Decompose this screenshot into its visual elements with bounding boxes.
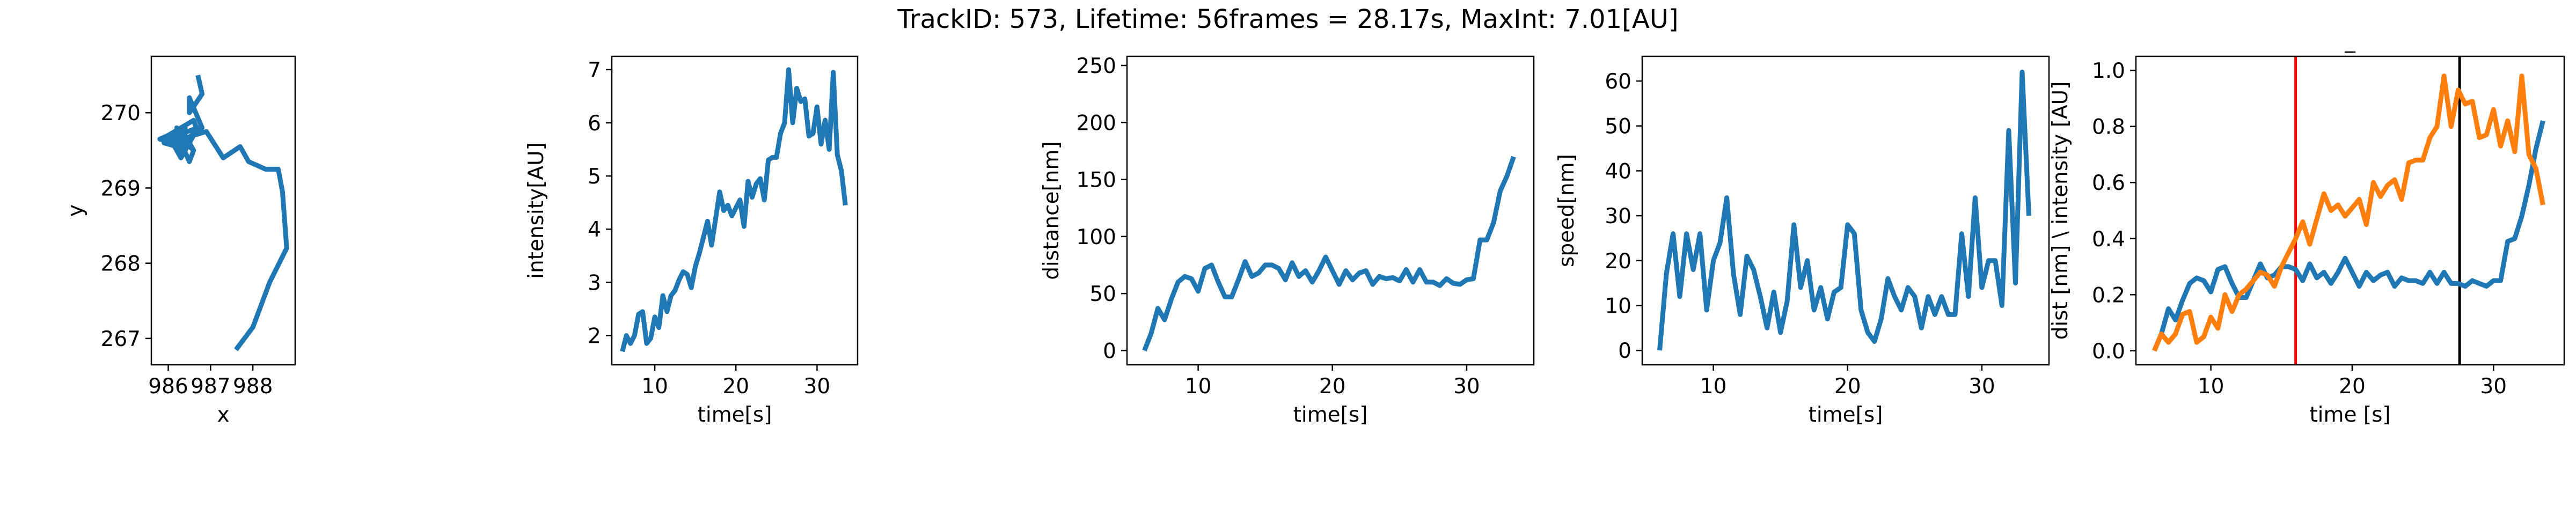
y-tick-label: 50 <box>1089 282 1116 306</box>
axes-frame <box>1126 55 1535 366</box>
y-tick-label: 268 <box>101 252 141 276</box>
y-tick-label: 200 <box>1077 111 1116 135</box>
chart-panel-1: 986 987 988 267 268 269 270 x y <box>64 55 296 427</box>
y-tick-label: 100 <box>1077 225 1116 249</box>
y-tick-label: 0.0 <box>2092 340 2125 364</box>
x-axis-label: time[s] <box>698 403 772 427</box>
y-tick-label: 150 <box>1077 168 1116 193</box>
y-tick-label: 60 <box>1605 70 1631 94</box>
series-line-1 <box>1142 156 1516 352</box>
y-tick-label: 30 <box>1605 204 1631 229</box>
axes-frame <box>2135 55 2565 366</box>
y-axis-label: dist [nm] \ intensity [AU] <box>2048 82 2073 340</box>
x-tick-label: 30 <box>1968 374 1995 399</box>
y-tick-label: 267 <box>101 327 141 351</box>
panel-title: _ <box>2344 29 2355 53</box>
axes-frame <box>611 55 859 366</box>
x-axis-label: time[s] <box>1293 403 1368 427</box>
x-axis-label: time [s] <box>2309 403 2390 427</box>
x-tick-label: 20 <box>722 374 749 399</box>
y-tick-label: 20 <box>1605 249 1631 274</box>
x-tick-label: 10 <box>1185 374 1212 399</box>
y-tick-label: 0.6 <box>2092 171 2125 195</box>
series-line-1 <box>1657 69 2031 351</box>
y-tick-label: 10 <box>1605 295 1631 319</box>
chart-panel-2: 10 20 30 2 3 4 5 6 7 time[s] intensity[AU] <box>524 55 859 427</box>
series-line-1 <box>2152 120 2545 352</box>
y-tick-label: 2 <box>588 324 601 348</box>
y-tick-label: 0.2 <box>2092 283 2125 307</box>
series-line-1 <box>157 75 289 351</box>
x-tick-label: 10 <box>1700 374 1727 399</box>
y-tick-label: 4 <box>588 218 601 242</box>
x-tick-label: 30 <box>1453 374 1480 399</box>
chart-panel-5: 10 20 30 0.0 0.2 0.4 0.6 0.8 1.0 time [s] dist [nm… <box>2048 29 2565 427</box>
y-tick-label: 50 <box>1605 115 1631 139</box>
y-tick-label: 3 <box>588 271 601 295</box>
x-axis-label: x <box>217 403 229 427</box>
y-tick-label: 0.4 <box>2092 227 2125 252</box>
y-tick-label: 1.0 <box>2092 59 2125 83</box>
y-tick-label: 0 <box>1103 339 1116 363</box>
y-tick-label: 5 <box>588 165 601 189</box>
y-tick-label: 250 <box>1077 54 1116 78</box>
y-tick-label: 7 <box>588 58 601 83</box>
y-tick-label: 6 <box>588 112 601 136</box>
x-tick-label: 10 <box>641 374 668 399</box>
x-tick-label: 30 <box>804 374 831 399</box>
y-tick-label: 0.8 <box>2092 115 2125 139</box>
y-axis-label: speed[nm] <box>1555 154 1579 267</box>
x-tick-label: 30 <box>2480 374 2507 399</box>
y-axis-label: y <box>64 204 88 217</box>
chart-panel-3: 10 20 30 0 50 100 150 200 250 time[s] distance[nm] <box>1040 54 1535 427</box>
x-tick-label: 988 <box>233 374 273 399</box>
axes-frame <box>1641 55 2050 366</box>
x-tick-label: 20 <box>2339 374 2366 399</box>
y-tick-label: 269 <box>101 176 141 201</box>
x-tick-label: 20 <box>1319 374 1346 399</box>
y-axis-label: distance[nm] <box>1040 141 1064 279</box>
x-tick-label: 10 <box>2198 374 2224 399</box>
x-tick-label: 987 <box>191 374 230 399</box>
y-tick-label: 0 <box>1618 339 1631 363</box>
chart-panel-4: 10 20 30 0 10 20 30 40 50 60 time[s] speed[nm] <box>1555 55 2050 427</box>
y-axis-label: intensity[AU] <box>524 142 548 279</box>
axes-frame <box>150 55 296 366</box>
series-line-2 <box>2152 73 2545 352</box>
y-tick-label: 40 <box>1605 159 1631 183</box>
x-axis-label: time[s] <box>1809 403 1883 427</box>
x-tick-label: 986 <box>148 374 188 399</box>
y-tick-label: 270 <box>101 101 141 126</box>
figure-suptitle: TrackID: 573, Lifetime: 56frames = 28.17… <box>897 4 1678 34</box>
series-line-1 <box>620 67 848 352</box>
x-tick-label: 20 <box>1834 374 1861 399</box>
